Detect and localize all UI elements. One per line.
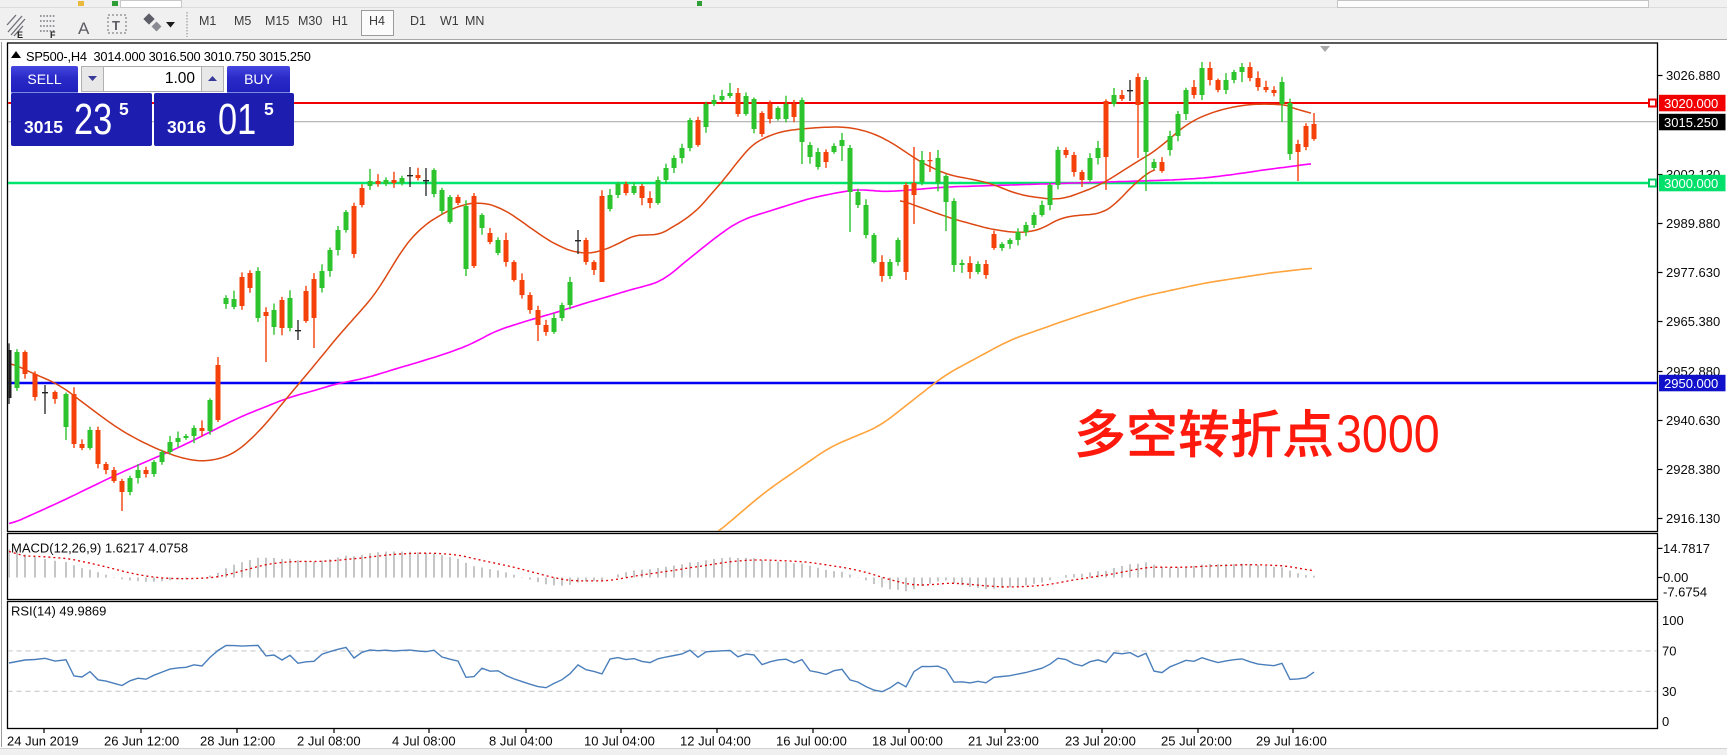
svg-text:E: E bbox=[17, 30, 23, 40]
svg-text:28 Jun 12:00: 28 Jun 12:00 bbox=[200, 734, 275, 749]
svg-text:23 Jul 20:00: 23 Jul 20:00 bbox=[1065, 734, 1136, 749]
svg-text:0: 0 bbox=[1662, 714, 1669, 729]
svg-text:3000.000: 3000.000 bbox=[1664, 176, 1718, 191]
svg-text:0.00: 0.00 bbox=[1663, 570, 1688, 585]
svg-text:2977.630: 2977.630 bbox=[1666, 265, 1720, 280]
svg-text:100: 100 bbox=[1662, 613, 1684, 628]
svg-text:21 Jul 23:00: 21 Jul 23:00 bbox=[968, 734, 1039, 749]
svg-text:3015.250: 3015.250 bbox=[1664, 115, 1718, 130]
svg-text:18 Jul 00:00: 18 Jul 00:00 bbox=[872, 734, 943, 749]
svg-text:2950.000: 2950.000 bbox=[1664, 376, 1718, 391]
svg-text:24 Jun 2019: 24 Jun 2019 bbox=[7, 734, 79, 749]
svg-text:30: 30 bbox=[1662, 684, 1676, 699]
svg-text:16 Jul 00:00: 16 Jul 00:00 bbox=[776, 734, 847, 749]
svg-text:2916.130: 2916.130 bbox=[1666, 511, 1720, 526]
svg-text:25 Jul 20:00: 25 Jul 20:00 bbox=[1161, 734, 1232, 749]
svg-text:RSI(14) 49.9869: RSI(14) 49.9869 bbox=[11, 604, 106, 619]
svg-text:2940.630: 2940.630 bbox=[1666, 413, 1720, 428]
svg-text:8 Jul 04:00: 8 Jul 04:00 bbox=[489, 734, 553, 749]
svg-text:14.7817: 14.7817 bbox=[1663, 541, 1710, 556]
svg-text:2 Jul 08:00: 2 Jul 08:00 bbox=[297, 734, 361, 749]
svg-text:MACD(12,26,9) 1.6217 4.0758: MACD(12,26,9) 1.6217 4.0758 bbox=[11, 541, 188, 556]
svg-text:12 Jul 04:00: 12 Jul 04:00 bbox=[680, 734, 751, 749]
svg-text:A: A bbox=[78, 19, 90, 38]
svg-text:4 Jul 08:00: 4 Jul 08:00 bbox=[392, 734, 456, 749]
svg-text:3020.000: 3020.000 bbox=[1664, 96, 1718, 111]
svg-text:3000: 3000 bbox=[1336, 404, 1440, 463]
svg-text:2965.380: 2965.380 bbox=[1666, 314, 1720, 329]
svg-text:70: 70 bbox=[1662, 643, 1676, 658]
svg-text:2989.880: 2989.880 bbox=[1666, 216, 1720, 231]
svg-text:-7.6754: -7.6754 bbox=[1663, 585, 1707, 600]
svg-text:26 Jun 12:00: 26 Jun 12:00 bbox=[104, 734, 179, 749]
svg-text:2928.380: 2928.380 bbox=[1666, 462, 1720, 477]
svg-text:10 Jul 04:00: 10 Jul 04:00 bbox=[584, 734, 655, 749]
svg-text:F: F bbox=[50, 30, 56, 40]
svg-text:T: T bbox=[112, 18, 120, 33]
svg-text:29 Jul 16:00: 29 Jul 16:00 bbox=[1256, 734, 1327, 749]
svg-text:3026.880: 3026.880 bbox=[1666, 68, 1720, 83]
